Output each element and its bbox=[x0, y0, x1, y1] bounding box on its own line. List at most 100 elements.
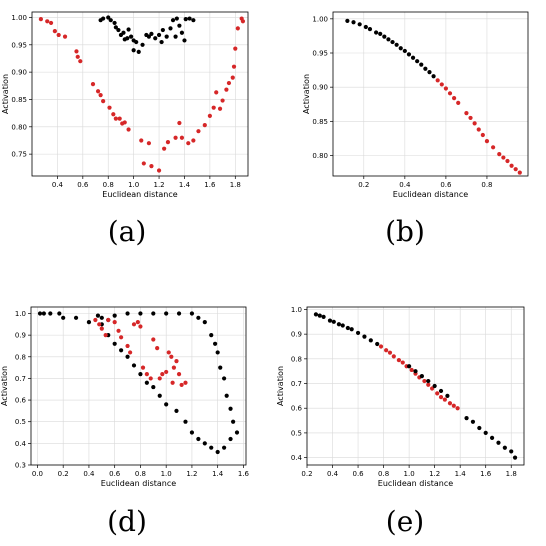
black-point bbox=[95, 313, 101, 318]
x-tick-label: 1.2 bbox=[153, 181, 164, 189]
red-point bbox=[119, 335, 124, 340]
black-point bbox=[136, 49, 141, 55]
red-point bbox=[156, 168, 162, 173]
y-axis-label: Activation bbox=[0, 366, 9, 406]
red-point bbox=[52, 29, 57, 34]
red-point bbox=[476, 127, 481, 132]
red-point bbox=[139, 138, 144, 143]
black-point bbox=[183, 419, 188, 424]
y-tick-label: 0.80 bbox=[11, 123, 27, 131]
x-tick-label: 0.2 bbox=[58, 470, 69, 478]
black-point bbox=[121, 30, 126, 35]
red-point bbox=[165, 140, 171, 145]
black-point bbox=[140, 42, 145, 47]
black-point bbox=[213, 341, 218, 346]
black-point bbox=[445, 393, 450, 398]
x-tick-label: 1.4 bbox=[455, 470, 467, 478]
black-point bbox=[151, 384, 156, 390]
black-point bbox=[86, 320, 92, 325]
red-point bbox=[38, 17, 43, 22]
red-point bbox=[455, 406, 460, 411]
black-point bbox=[345, 18, 350, 23]
red-point bbox=[169, 354, 174, 359]
black-point bbox=[191, 18, 196, 23]
red-point bbox=[141, 161, 146, 166]
x-tick-label: 1.4 bbox=[212, 470, 224, 478]
black-point bbox=[131, 48, 136, 53]
black-point bbox=[164, 34, 169, 39]
x-tick-label: 0.4 bbox=[399, 181, 411, 189]
red-point bbox=[122, 120, 127, 125]
x-axis-label: Euclidean distance bbox=[102, 190, 177, 199]
black-point bbox=[159, 39, 164, 45]
black-point bbox=[99, 315, 104, 320]
black-point bbox=[101, 16, 106, 21]
x-tick-label: 0.4 bbox=[327, 470, 339, 478]
red-point bbox=[468, 115, 473, 121]
black-point bbox=[168, 26, 173, 31]
black-point bbox=[138, 311, 143, 316]
y-tick-label: 0.5 bbox=[291, 429, 302, 437]
red-point bbox=[464, 111, 469, 116]
x-tick-label: 0.4 bbox=[52, 181, 64, 189]
red-point bbox=[447, 91, 453, 96]
red-point bbox=[146, 141, 151, 146]
caption-e: (e) bbox=[385, 505, 425, 538]
red-point bbox=[75, 54, 80, 59]
plot-frame bbox=[30, 306, 247, 466]
black-point bbox=[157, 393, 162, 398]
black-point bbox=[362, 334, 367, 339]
x-tick-label: 0.8 bbox=[378, 470, 389, 478]
red-point bbox=[435, 78, 440, 83]
red-point bbox=[196, 129, 201, 134]
black-point bbox=[483, 430, 488, 436]
black-point bbox=[349, 327, 354, 332]
black-point bbox=[313, 312, 319, 317]
red-point bbox=[125, 343, 130, 349]
red-point bbox=[220, 98, 225, 103]
y-tick-label: 0.9 bbox=[291, 331, 302, 339]
black-point bbox=[182, 38, 187, 43]
red-point bbox=[224, 87, 229, 92]
black-point bbox=[464, 415, 469, 421]
black-point bbox=[125, 36, 130, 41]
black-point bbox=[151, 311, 156, 316]
black-point bbox=[126, 27, 131, 32]
red-point bbox=[501, 155, 506, 160]
red-point bbox=[447, 401, 453, 406]
black-point bbox=[174, 408, 179, 413]
black-point bbox=[116, 27, 121, 33]
red-point bbox=[396, 357, 402, 363]
y-tick-label: 0.7 bbox=[291, 380, 302, 388]
y-tick-label: 0.4 bbox=[291, 454, 303, 462]
y-tick-label: 1.0 bbox=[291, 306, 302, 314]
black-point bbox=[357, 22, 362, 27]
y-tick-label: 0.7 bbox=[15, 375, 26, 383]
red-point bbox=[179, 135, 185, 140]
red-point bbox=[438, 395, 444, 400]
red-point bbox=[128, 350, 133, 355]
red-point bbox=[173, 135, 178, 140]
red-point bbox=[171, 365, 177, 370]
black-point bbox=[327, 318, 333, 323]
black-point bbox=[41, 311, 46, 316]
y-tick-label: 0.85 bbox=[312, 118, 328, 126]
red-point bbox=[456, 100, 461, 105]
red-point bbox=[513, 167, 518, 172]
red-point bbox=[384, 348, 389, 353]
red-point bbox=[98, 92, 103, 98]
red-point bbox=[426, 382, 431, 387]
red-point bbox=[176, 371, 182, 377]
red-point bbox=[207, 113, 212, 118]
black-point bbox=[394, 42, 399, 47]
black-point bbox=[402, 48, 407, 54]
red-point bbox=[78, 59, 83, 64]
black-point bbox=[340, 323, 345, 328]
black-point bbox=[410, 55, 416, 60]
red-point bbox=[56, 32, 61, 38]
red-point bbox=[191, 138, 196, 143]
x-tick-label: 0.8 bbox=[135, 470, 146, 478]
red-point bbox=[211, 105, 216, 110]
x-tick-label: 0.4 bbox=[83, 470, 95, 478]
plot-frame bbox=[306, 306, 525, 466]
